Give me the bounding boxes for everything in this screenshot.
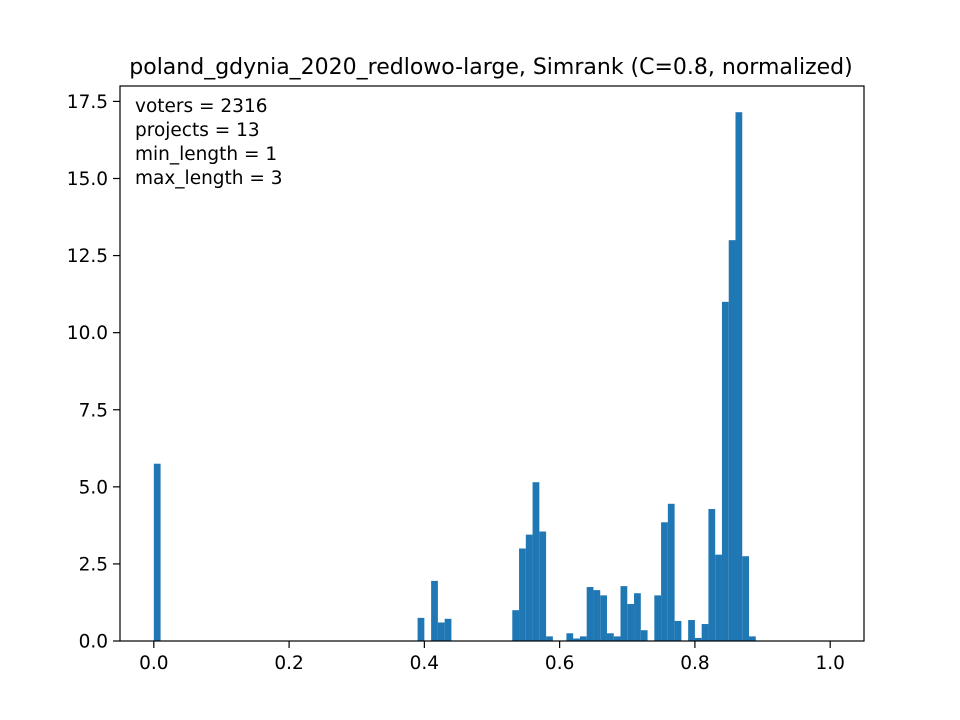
histogram-bar xyxy=(613,636,621,642)
histogram-bar xyxy=(620,586,628,641)
histogram-bar xyxy=(715,554,722,641)
histogram-bar xyxy=(586,587,594,641)
histogram-bar xyxy=(512,610,520,641)
y-tick-label: 12.5 xyxy=(67,246,108,267)
annotation-line: projects = 13 xyxy=(135,120,260,141)
histogram-bar xyxy=(600,595,607,641)
annotation-box: voters = 2316 projects = 13 min_length = 1… xyxy=(135,96,283,189)
chart-title: poland_gdynia_2020_redlowo-large, Simran… xyxy=(129,55,852,80)
x-tick-label: 0.0 xyxy=(139,653,168,674)
x-tick-label: 1.0 xyxy=(815,653,844,674)
histogram-bar xyxy=(606,633,614,641)
y-tick-label: 10.0 xyxy=(67,323,108,344)
histogram-bar xyxy=(728,240,736,642)
histogram-bar xyxy=(688,620,695,641)
y-tick-label: 17.5 xyxy=(67,92,108,113)
x-tick-label: 0.4 xyxy=(410,653,439,674)
histogram-bar xyxy=(749,636,756,642)
histogram-bar xyxy=(437,622,445,641)
histogram-bar xyxy=(708,509,716,641)
y-tick-label: 0.0 xyxy=(79,632,108,653)
histogram-bar xyxy=(153,463,161,641)
histogram-bar xyxy=(735,112,743,641)
histogram-bar xyxy=(701,624,709,641)
histogram-bar xyxy=(573,638,580,641)
y-axis-ticks: 0.0 2.5 5.0 7.5 10.0 12.5 15.0 17.5 xyxy=(67,92,120,653)
histogram-bar xyxy=(431,580,438,642)
histogram-bar xyxy=(566,633,574,641)
y-tick-label: 15.0 xyxy=(67,169,108,190)
histogram-bar xyxy=(654,595,662,641)
histogram-bar xyxy=(519,548,526,641)
histogram-bar xyxy=(539,531,547,641)
bars-layer xyxy=(153,112,756,642)
histogram-bar xyxy=(627,604,635,641)
histogram-bar xyxy=(742,556,750,641)
plot-frame xyxy=(119,85,865,642)
histogram-bar xyxy=(525,534,533,642)
annotation-line: min_length = 1 xyxy=(135,144,277,165)
x-tick-label: 0.8 xyxy=(680,653,709,674)
histogram-bar xyxy=(634,593,641,641)
histogram-bar xyxy=(417,617,425,642)
y-tick-label: 2.5 xyxy=(79,554,108,575)
histogram-bar xyxy=(579,636,587,642)
x-tick-label: 0.2 xyxy=(274,653,303,674)
y-tick-label: 7.5 xyxy=(79,400,108,421)
annotation-line: max_length = 3 xyxy=(135,168,283,189)
annotation-line: voters = 2316 xyxy=(135,96,268,117)
histogram-bar xyxy=(546,636,553,642)
histogram-bar xyxy=(694,637,702,641)
histogram-bar xyxy=(444,618,452,641)
histogram-bar xyxy=(593,590,601,642)
histogram-bar xyxy=(721,301,729,641)
histogram-bar xyxy=(532,482,540,641)
x-tick-label: 0.6 xyxy=(545,653,574,674)
histogram-bar xyxy=(667,503,675,641)
histogram-bar xyxy=(674,620,682,641)
y-tick-label: 5.0 xyxy=(79,477,108,498)
x-axis-ticks: 0.0 0.2 0.4 0.6 0.8 1.0 xyxy=(139,641,845,674)
histogram-bar xyxy=(640,630,648,641)
histogram-bar xyxy=(661,522,668,641)
